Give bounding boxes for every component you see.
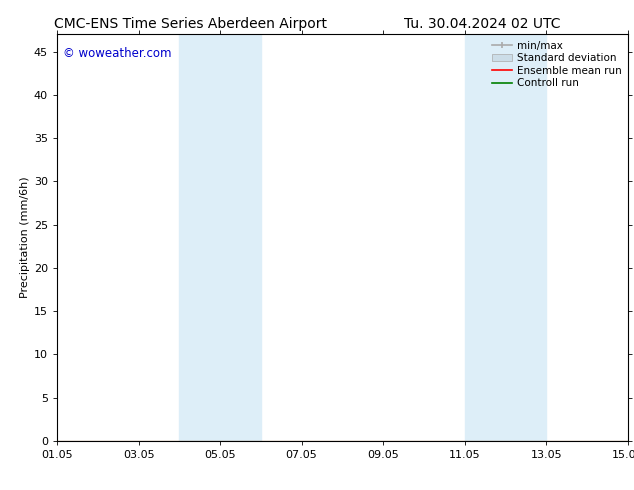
- Y-axis label: Precipitation (mm/6h): Precipitation (mm/6h): [20, 177, 30, 298]
- Text: Tu. 30.04.2024 02 UTC: Tu. 30.04.2024 02 UTC: [404, 17, 560, 31]
- Text: © woweather.com: © woweather.com: [63, 47, 171, 59]
- Bar: [179, 34, 261, 441]
- Text: CMC-ENS Time Series Aberdeen Airport: CMC-ENS Time Series Aberdeen Airport: [54, 17, 327, 31]
- Legend: min/max, Standard deviation, Ensemble mean run, Controll run: min/max, Standard deviation, Ensemble me…: [488, 36, 626, 93]
- Bar: [465, 34, 546, 441]
